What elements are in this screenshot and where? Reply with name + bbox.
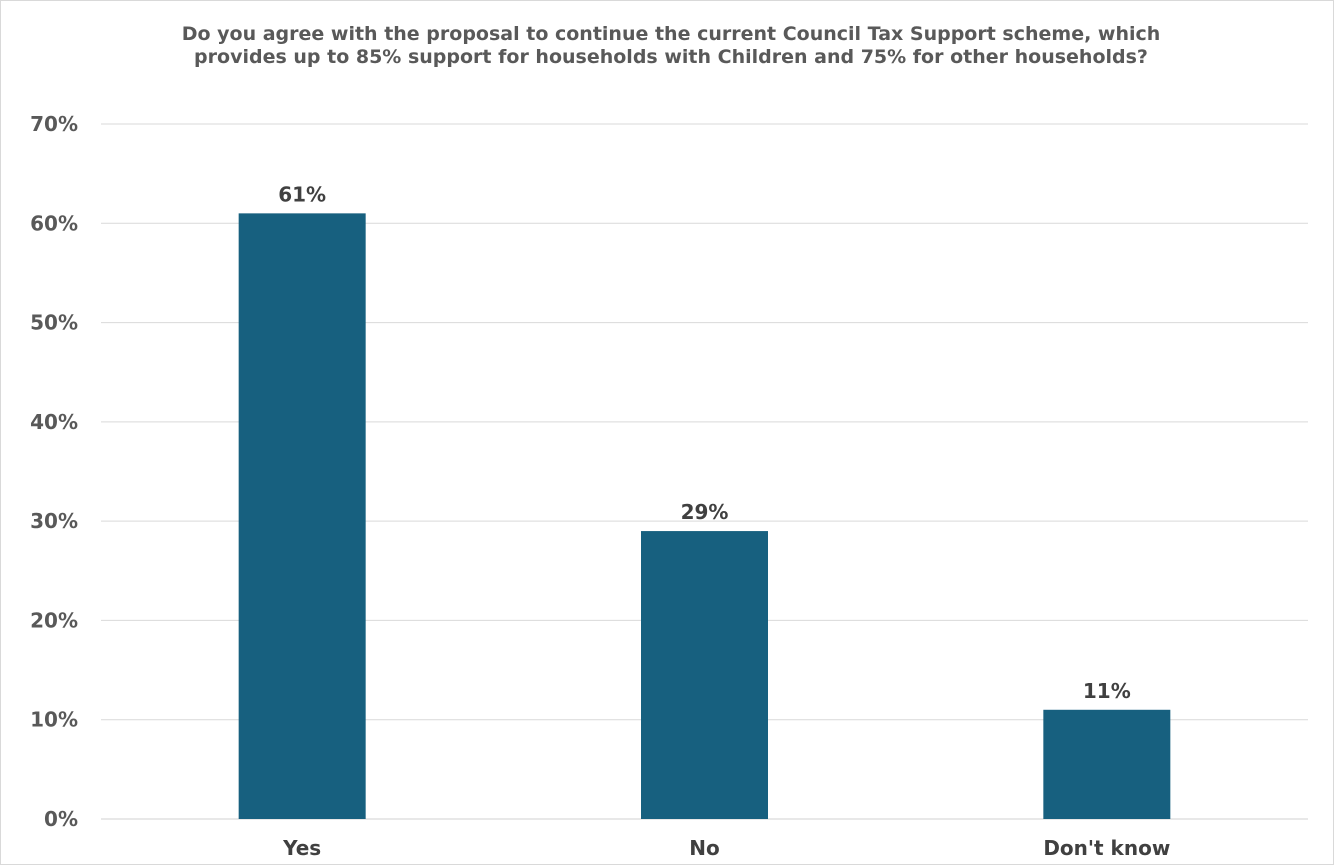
y-tick-label: 50% bbox=[30, 311, 78, 335]
data-label: 29% bbox=[681, 500, 729, 524]
y-tick-label: 0% bbox=[44, 807, 78, 831]
data-label: 61% bbox=[278, 182, 326, 206]
chart-title: Do you agree with the proposal to contin… bbox=[181, 23, 1161, 68]
y-axis-tick-labels: 0% 10% 20% 30% 40% 50% 60% 70% bbox=[30, 112, 78, 831]
x-axis-category-labels: Yes No Don't know bbox=[282, 836, 1170, 860]
x-category-label: Don't know bbox=[1043, 836, 1170, 860]
bar-no bbox=[641, 531, 768, 819]
x-category-label: No bbox=[689, 836, 719, 860]
y-tick-label: 30% bbox=[30, 509, 78, 533]
y-tick-label: 10% bbox=[30, 708, 78, 732]
bar-don-t-know bbox=[1043, 709, 1171, 819]
x-category-label: Yes bbox=[282, 836, 321, 860]
data-label: 11% bbox=[1083, 679, 1131, 703]
bars bbox=[238, 213, 1171, 819]
y-tick-label: 70% bbox=[30, 112, 78, 136]
bar-yes bbox=[238, 213, 366, 819]
data-labels: 61% 29% 11% bbox=[278, 182, 1131, 702]
y-tick-label: 40% bbox=[30, 410, 78, 434]
y-tick-label: 20% bbox=[30, 608, 78, 632]
y-tick-label: 60% bbox=[30, 211, 78, 235]
